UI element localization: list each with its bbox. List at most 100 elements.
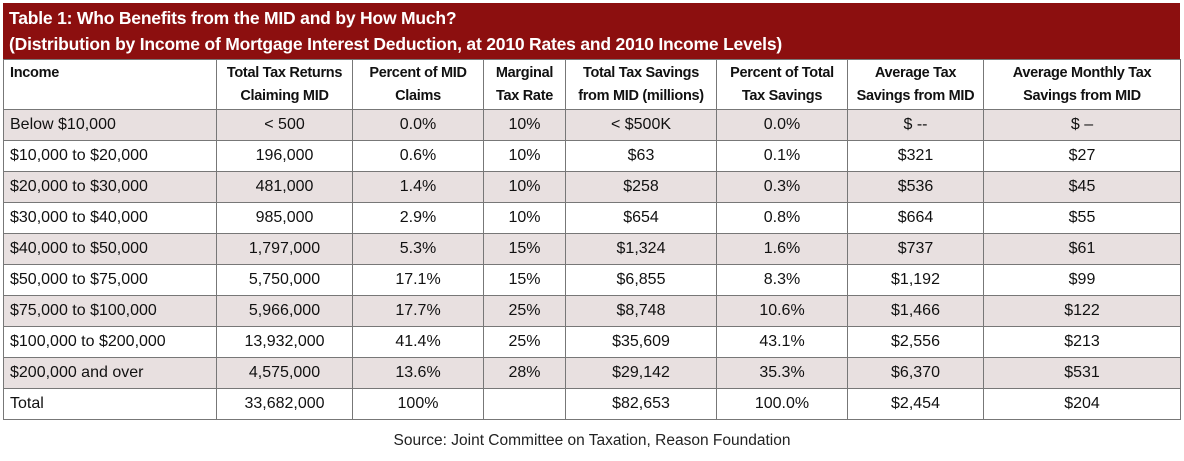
table-cell: 15% bbox=[483, 264, 566, 296]
table-cell: 35.3% bbox=[716, 357, 848, 389]
table-cell: 985,000 bbox=[216, 202, 353, 234]
mid-distribution-table: Income Total Tax Returns Claiming MID Per… bbox=[3, 59, 1181, 420]
table-cell: 0.3% bbox=[716, 171, 848, 203]
table-cell: 100% bbox=[352, 388, 484, 420]
table-cell: $27 bbox=[983, 140, 1181, 172]
table-cell: $321 bbox=[847, 140, 984, 172]
table-cell: < $500K bbox=[565, 109, 717, 141]
column-header-label: Percent of MID bbox=[369, 65, 467, 81]
table-cell: 17.7% bbox=[352, 295, 484, 327]
column-header-label: from MID (millions) bbox=[578, 88, 704, 104]
table-cell: 0.0% bbox=[716, 109, 848, 141]
table-cell: $8,748 bbox=[565, 295, 717, 327]
column-header-label: Average Tax bbox=[874, 65, 957, 81]
column-header-income: Income bbox=[3, 59, 217, 110]
table-cell: $45 bbox=[983, 171, 1181, 203]
table-title: Table 1: Who Benefits from the MID and b… bbox=[9, 8, 457, 28]
table-cell: 4,575,000 bbox=[216, 357, 353, 389]
table-cell: 1,797,000 bbox=[216, 233, 353, 265]
table-subtitle: (Distribution by Income of Mortgage Inte… bbox=[9, 34, 782, 54]
table-cell: 43.1% bbox=[716, 326, 848, 358]
table-cell: $1,192 bbox=[847, 264, 984, 296]
table-cell: $29,142 bbox=[565, 357, 717, 389]
row-income-label: $30,000 to $40,000 bbox=[3, 202, 217, 234]
table-cell: $531 bbox=[983, 357, 1181, 389]
table-cell: 33,682,000 bbox=[216, 388, 353, 420]
row-income-label: $50,000 to $75,000 bbox=[3, 264, 217, 296]
table-cell: 13.6% bbox=[352, 357, 484, 389]
table-cell: 5.3% bbox=[352, 233, 484, 265]
column-header-label: Average Monthly Tax bbox=[1012, 65, 1152, 81]
column-header-total-returns: Total Tax Returns Claiming MID bbox=[216, 59, 353, 110]
column-header-label: Savings from MID bbox=[1023, 88, 1141, 104]
table-cell: 10% bbox=[483, 109, 566, 141]
column-header-label: Total Tax Returns bbox=[226, 65, 343, 81]
table-cell: $6,855 bbox=[565, 264, 717, 296]
table-cell: 10% bbox=[483, 140, 566, 172]
table-cell: 0.0% bbox=[352, 109, 484, 141]
row-income-label: $10,000 to $20,000 bbox=[3, 140, 217, 172]
table-row: $40,000 to $50,000 1,797,000 5.3% 15% $1,324… bbox=[3, 233, 1181, 265]
column-header-label: Marginal bbox=[495, 65, 554, 81]
table-cell: $ – bbox=[983, 109, 1181, 141]
table-cell: $ -- bbox=[847, 109, 984, 141]
row-income-label: $75,000 to $100,000 bbox=[3, 295, 217, 327]
table-cell: 10.6% bbox=[716, 295, 848, 327]
table-cell: $6,370 bbox=[847, 357, 984, 389]
row-income-label: $200,000 and over bbox=[3, 357, 217, 389]
table-cell: 0.1% bbox=[716, 140, 848, 172]
row-income-label: $20,000 to $30,000 bbox=[3, 171, 217, 203]
table-cell: 17.1% bbox=[352, 264, 484, 296]
table-cell: 5,750,000 bbox=[216, 264, 353, 296]
column-header-total-savings: Total Tax Savings from MID (millions) bbox=[565, 59, 717, 110]
table-cell: 100.0% bbox=[716, 388, 848, 420]
table-row: Total 33,682,000 100% $82,653 100.0% $2,454 $2… bbox=[3, 388, 1181, 420]
table-row: $50,000 to $75,000 5,750,000 17.1% 15% $6,85… bbox=[3, 264, 1181, 296]
table-cell: $204 bbox=[983, 388, 1181, 420]
row-income-label: $100,000 to $200,000 bbox=[3, 326, 217, 358]
table-row: Below $10,000 < 500 0.0% 10% < $500K 0.0% $ --… bbox=[3, 109, 1181, 141]
table-cell: $2,454 bbox=[847, 388, 984, 420]
table-cell: 15% bbox=[483, 233, 566, 265]
table-cell: 1.4% bbox=[352, 171, 484, 203]
table-cell: $122 bbox=[983, 295, 1181, 327]
table-cell: 5,966,000 bbox=[216, 295, 353, 327]
table-cell: $35,609 bbox=[565, 326, 717, 358]
row-income-label: $40,000 to $50,000 bbox=[3, 233, 217, 265]
table-cell: 25% bbox=[483, 326, 566, 358]
table-row: $30,000 to $40,000 985,000 2.9% 10% $654 0.8%… bbox=[3, 202, 1181, 234]
table-cell: 0.8% bbox=[716, 202, 848, 234]
table-cell: $2,556 bbox=[847, 326, 984, 358]
table-cell: 196,000 bbox=[216, 140, 353, 172]
table-cell bbox=[483, 388, 566, 420]
row-income-label: Below $10,000 bbox=[3, 109, 217, 141]
table-cell: 2.9% bbox=[352, 202, 484, 234]
column-header-label: Claims bbox=[395, 88, 441, 104]
table-cell: 8.3% bbox=[716, 264, 848, 296]
column-header-label: Tax Rate bbox=[496, 88, 553, 104]
column-header-monthly-savings: Average Monthly Tax Savings from MID bbox=[983, 59, 1181, 110]
table-title-bar: Table 1: Who Benefits from the MID and b… bbox=[3, 3, 1180, 59]
column-header-label: Income bbox=[10, 65, 59, 81]
table-cell: 41.4% bbox=[352, 326, 484, 358]
table-cell: $664 bbox=[847, 202, 984, 234]
column-header-label: Total Tax Savings bbox=[582, 65, 700, 81]
table-row: $75,000 to $100,000 5,966,000 17.7% 25% $8,7… bbox=[3, 295, 1181, 327]
source-note: Source: Joint Committee on Taxation, Rea… bbox=[393, 432, 791, 449]
table-cell: 10% bbox=[483, 202, 566, 234]
table-cell: 481,000 bbox=[216, 171, 353, 203]
table-cell: $1,466 bbox=[847, 295, 984, 327]
table-cell: 10% bbox=[483, 171, 566, 203]
column-header-percent-savings: Percent of Total Tax Savings bbox=[716, 59, 848, 110]
table-row: $100,000 to $200,000 13,932,000 41.4% 25% $3… bbox=[3, 326, 1181, 358]
table-row: $200,000 and over 4,575,000 13.6% 28% $29,14… bbox=[3, 357, 1181, 389]
column-header-label: Percent of Total bbox=[730, 65, 834, 81]
column-header-average-savings: Average Tax Savings from MID bbox=[847, 59, 984, 110]
column-header-label: Savings from MID bbox=[856, 88, 975, 104]
table-row: $10,000 to $20,000 196,000 0.6% 10% $63 0.1% $… bbox=[3, 140, 1181, 172]
header-row: Income Total Tax Returns Claiming MID Per… bbox=[3, 59, 1181, 110]
table-cell: 0.6% bbox=[352, 140, 484, 172]
table-cell: $258 bbox=[565, 171, 717, 203]
table-cell: $63 bbox=[565, 140, 717, 172]
column-header-marginal-rate: Marginal Tax Rate bbox=[483, 59, 566, 110]
